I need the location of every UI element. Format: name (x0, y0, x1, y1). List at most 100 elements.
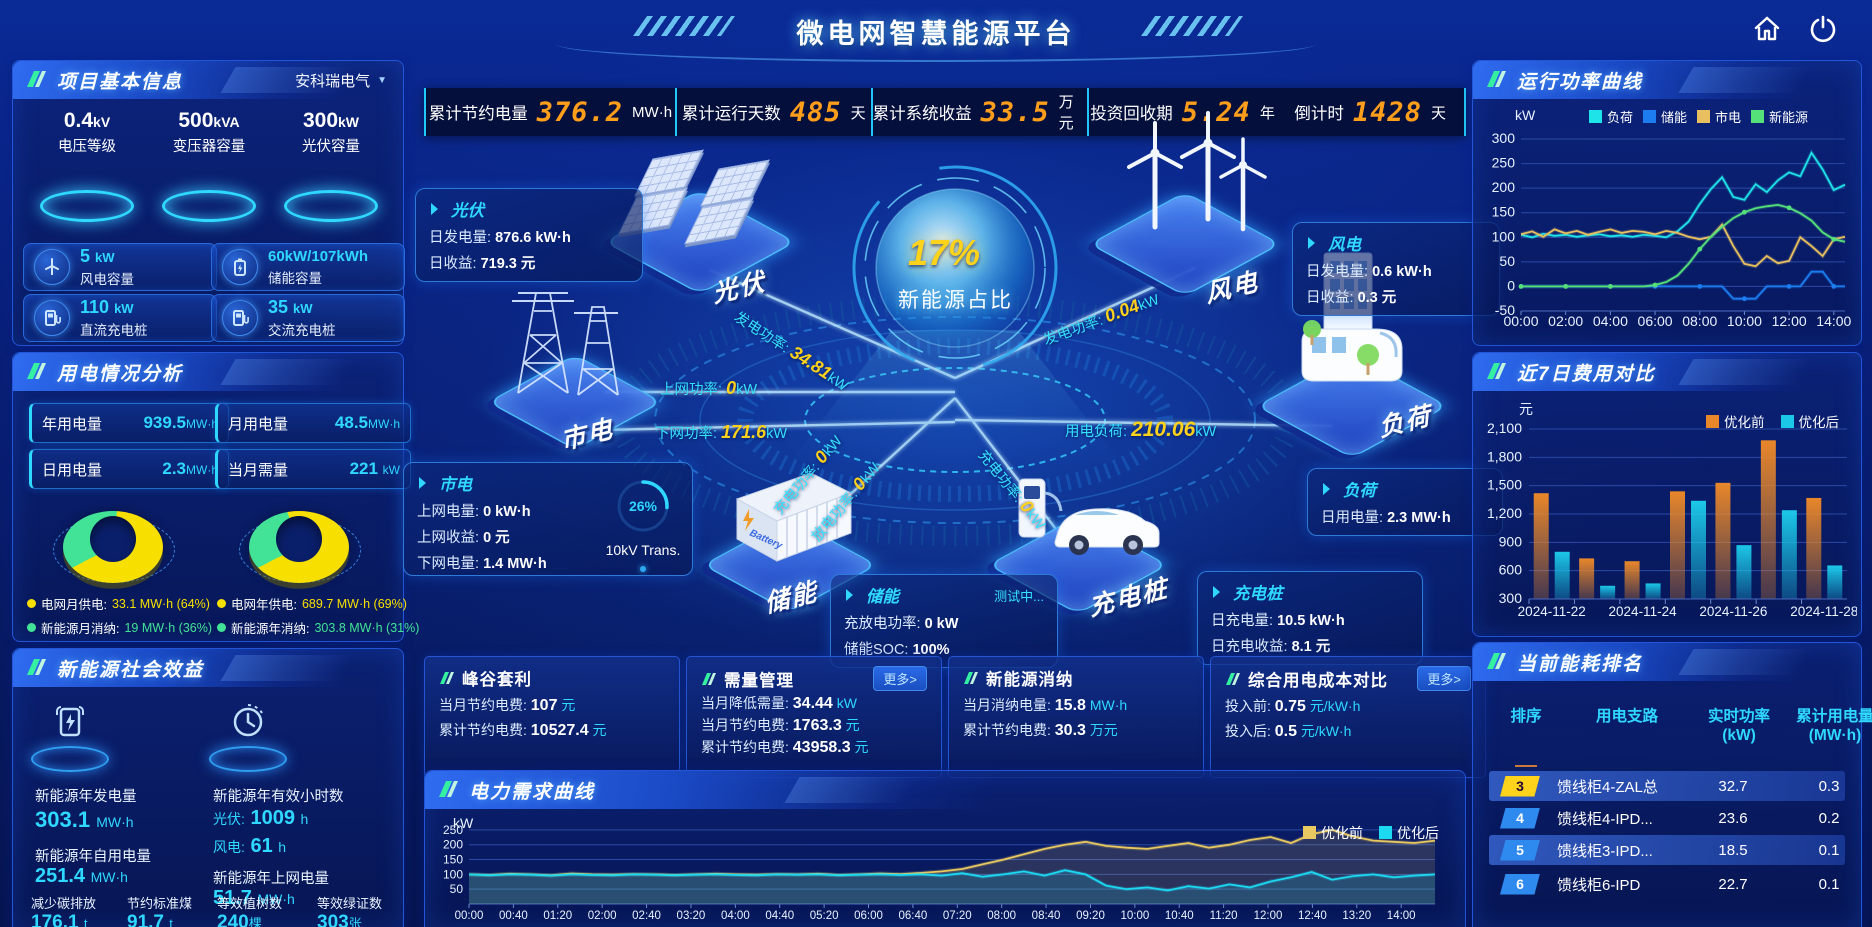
top-header: 微电网智慧能源平台 (0, 0, 1872, 62)
mini-co2: 减少碳排放 176.1 t (31, 896, 97, 927)
cone-value: 300kW (302, 109, 360, 132)
panel-usage-header: 用电情况分析 (13, 353, 403, 391)
panel-corner-icon (1485, 69, 1507, 94)
svg-text:04:00: 04:00 (1593, 313, 1628, 329)
panel-corner-icon (964, 672, 978, 684)
svg-text:08:00: 08:00 (987, 910, 1016, 922)
selfuse-value: 251.4 MW·h (35, 865, 128, 887)
legend-swatch (1303, 826, 1316, 839)
legend-swatch (1697, 110, 1711, 123)
home-icon[interactable] (1752, 14, 1782, 49)
table-row[interactable]: 4 馈线柜4-IPD... 23.6 0.2 (1489, 803, 1845, 833)
svg-text:12:40: 12:40 (1298, 910, 1327, 922)
svg-text:150: 150 (1492, 204, 1516, 220)
panel-project-header: 项目基本信息 安科瑞电气 ▼ (13, 61, 403, 99)
svg-text:02:00: 02:00 (1548, 313, 1583, 329)
legend-item: 优化后 (1780, 411, 1839, 431)
benefit-mini-grid: 减少碳排放 176.1 t 节约标准煤 91.7 t 等效植树数 240棵 等效绿证数… (31, 893, 403, 927)
legend-item: 负荷 (1589, 107, 1633, 126)
realtime-power: 22.7 (1718, 875, 1748, 893)
legend-item: 新能源年消纳: 303.8 MW·h (31%) (217, 618, 419, 637)
svg-text:02:40: 02:40 (632, 910, 661, 922)
panel-usage-analysis: 用电情况分析 年用电量 939.5MW·h 月用电量 48.5MW·h 日用电量… (12, 352, 419, 642)
stat-month-demand: 当月需量 221 kW (215, 449, 411, 489)
table-row[interactable]: 3 馈线柜4-ZAL总 32.7 0.3 (1489, 771, 1845, 801)
svg-text:08:40: 08:40 (1032, 910, 1061, 922)
donut-hole (90, 516, 136, 562)
legend-item: 电网年供电: 689.7 MW·h (69%) (217, 594, 419, 613)
generation-pedestal (25, 701, 115, 772)
cone-pedestal (40, 190, 134, 222)
svg-text:300: 300 (1499, 590, 1523, 606)
kpi-saved-energy: 累计节约电量 376.2 MW·h (424, 88, 675, 136)
svg-text:04:00: 04:00 (721, 910, 750, 922)
svg-text:200: 200 (1492, 179, 1516, 195)
infobox-wind: 风电 日发电量: 0.6 kW·h 日收益: 0.3 元 (1292, 222, 1500, 316)
gauge-dot (640, 566, 646, 572)
panel-corner-icon (1485, 361, 1507, 386)
svg-text:2024-11-24: 2024-11-24 (1609, 604, 1678, 619)
svg-text:2,100: 2,100 (1487, 420, 1522, 436)
svg-text:1,800: 1,800 (1487, 448, 1522, 464)
svg-text:300: 300 (1492, 130, 1516, 146)
stat-day-usage: 日用电量 2.3MW·h (29, 449, 229, 489)
panel-demand-mgmt: 需量管理 更多> 当月降低需量: 34.44 kW 当月节约电费: 1763.3… (686, 656, 942, 778)
cost-legend: 优化前 优化后 (1706, 411, 1839, 431)
svg-text:10:00: 10:00 (1120, 910, 1149, 922)
infobox-grid: 市电 上网电量: 0 kW·h 上网收益: 0 元 下网电量: 1.4 MW·h… (403, 462, 693, 576)
power-legend: 负荷 储能 市电 新能源 (1589, 107, 1808, 126)
panel-ranking-header: 当前能耗排名 (1473, 643, 1861, 681)
flow-downnet: 下网功率: 171.6kW (655, 422, 788, 442)
cone-light-beam (52, 162, 122, 198)
charger-icon (34, 300, 70, 336)
rank-badge: 4 (1500, 807, 1540, 829)
kpi-payback: 投资回收期 5.24 年 (1086, 88, 1277, 136)
more-button[interactable]: 更多> (873, 666, 927, 691)
kpi-income: 累计系统收益 33.5 万元 (870, 88, 1087, 136)
table-row[interactable]: 5 馈线柜3-IPD... 18.5 0.1 (1489, 835, 1845, 865)
svg-text:26%: 26% (629, 498, 658, 514)
realtime-power: 23.6 (1718, 809, 1748, 827)
demand-y-unit: kW (453, 815, 474, 831)
panel-power-header: 运行功率曲线 (1473, 61, 1861, 99)
stat-month-usage: 月用电量 48.5MW·h (215, 403, 411, 443)
cone-light-beam (174, 162, 244, 198)
charger-icon (222, 300, 258, 336)
card-storage-capacity: 60kW/107kWh 储能容量 (211, 243, 405, 291)
cone-value: 0.4kV (63, 109, 111, 132)
legend-dot (217, 599, 226, 608)
svg-text:150: 150 (443, 853, 463, 867)
svg-text:10:00: 10:00 (1727, 313, 1762, 329)
more-button[interactable]: 更多> (1417, 666, 1471, 691)
svg-text:50: 50 (1499, 253, 1515, 269)
legend-item: 优化后 (1379, 823, 1439, 843)
panel-cost-header: 近7日费用对比 (1473, 353, 1861, 391)
company-dropdown[interactable]: 安科瑞电气 ▼ (295, 70, 387, 91)
rank-badge: 3 (1500, 775, 1540, 797)
flow-load: 用电负荷: 210.06kW (1065, 418, 1217, 441)
donut-year-chart (239, 491, 361, 587)
power-icon[interactable] (1808, 14, 1838, 49)
panel-corner-icon (25, 657, 47, 682)
card-ac-charger: 35 kW 交流充电桩 (211, 294, 405, 342)
branch-name: 馈线柜4-ZAL总 (1557, 778, 1658, 796)
kpi-run-days: 累计运行天数 485 天 (674, 88, 871, 136)
panel-cost-7d: 近7日费用对比 元 优化前 优化后 2,100 1,800 1,500 1,200 90… (1472, 352, 1862, 637)
selfuse-label: 新能源年自用电量 (35, 849, 151, 865)
table-row[interactable]: 6 馈线柜6-IPD 22.7 0.1 (1489, 869, 1845, 899)
svg-text:00:40: 00:40 (499, 910, 528, 922)
renewable-ratio-value: 17% (908, 232, 981, 273)
transformer-gauge: 26% 10kV Trans. (604, 477, 682, 572)
ranking-table-header: 排序 用电支路 实时功率 (kW) 累计用电量 (MW·h) (1510, 708, 1872, 744)
arrow-icon (846, 589, 853, 601)
legend-swatch (1751, 110, 1765, 123)
svg-text:2024-11-26: 2024-11-26 (1699, 604, 1767, 619)
cone-value: 500kVA (178, 109, 240, 132)
storage-status-badge: 测试中... (994, 588, 1044, 604)
branch-name: 馈线柜4-IPD... (1557, 810, 1653, 828)
svg-text:07:20: 07:20 (943, 910, 972, 922)
total-energy: 0.3 (1818, 777, 1840, 795)
arrow-icon (431, 203, 438, 215)
svg-text:-50: -50 (1495, 302, 1515, 318)
svg-text:900: 900 (1499, 533, 1523, 549)
